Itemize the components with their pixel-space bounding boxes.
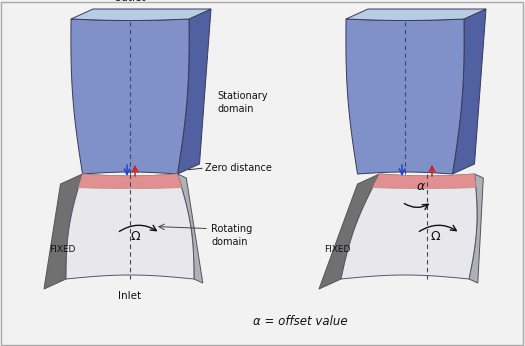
- Text: Rotating: Rotating: [211, 224, 252, 234]
- Text: Ω: Ω: [130, 230, 140, 244]
- Polygon shape: [453, 9, 486, 174]
- Text: α: α: [417, 180, 425, 193]
- Polygon shape: [346, 9, 486, 20]
- Polygon shape: [341, 174, 477, 279]
- Polygon shape: [373, 174, 476, 189]
- Text: FIXED: FIXED: [324, 245, 350, 254]
- Polygon shape: [469, 174, 484, 283]
- Text: α = offset value: α = offset value: [253, 315, 348, 328]
- Polygon shape: [71, 19, 189, 174]
- Polygon shape: [346, 19, 464, 174]
- Text: Zero distance: Zero distance: [205, 163, 272, 173]
- Polygon shape: [78, 174, 182, 189]
- Polygon shape: [177, 9, 211, 174]
- Polygon shape: [44, 174, 82, 289]
- Text: Stationary: Stationary: [217, 91, 268, 101]
- Text: Ω: Ω: [430, 230, 440, 244]
- Text: domain: domain: [211, 237, 247, 247]
- Polygon shape: [177, 174, 203, 283]
- Polygon shape: [71, 9, 211, 20]
- Text: FIXED: FIXED: [49, 245, 76, 254]
- Polygon shape: [66, 174, 194, 279]
- Text: domain: domain: [217, 104, 254, 115]
- Polygon shape: [319, 174, 380, 289]
- Text: Inlet: Inlet: [119, 291, 142, 301]
- Text: Outlet: Outlet: [114, 0, 146, 3]
